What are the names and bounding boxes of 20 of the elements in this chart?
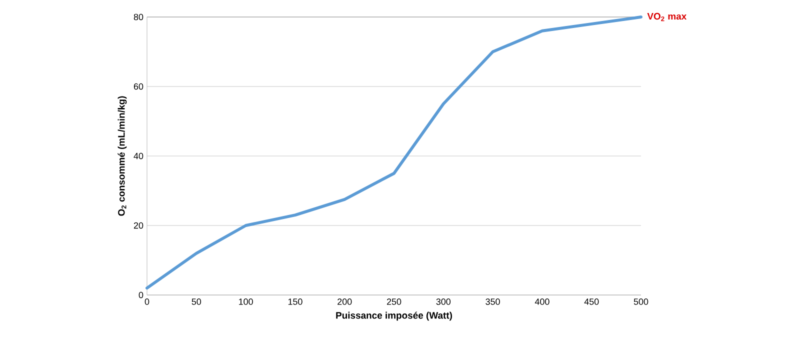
x-tick-label: 450 — [584, 298, 599, 305]
annotation: VO$_{2}$ max — [647, 12, 687, 22]
x-tick-label: 350 — [486, 298, 500, 305]
x-tick-label: 150 — [288, 298, 302, 305]
x-tick-label: 300 — [436, 298, 451, 305]
y-tick-label: 0 — [138, 292, 144, 298]
x-tick-label: 0 — [144, 298, 150, 305]
x-tick-label: 500 — [634, 298, 648, 305]
y-tick-label: 60 — [134, 83, 144, 90]
x-tick-label: 200 — [338, 298, 352, 305]
x-axis-title: Puissance imposée (Watt) — [336, 312, 452, 321]
y-tick-label: 80 — [134, 14, 144, 20]
y-tick-label: 20 — [134, 222, 144, 229]
x-tick-label: 250 — [386, 298, 402, 305]
y-tick-label: 40 — [134, 152, 144, 160]
line-series — [146, 16, 642, 290]
x-tick-label: 100 — [239, 298, 253, 305]
y-axis-title: O$_{2}$ consommé (mL/min/kg) — [118, 96, 127, 216]
x-tick-label: 50 — [192, 298, 202, 305]
x-tick-label: 400 — [534, 298, 550, 305]
